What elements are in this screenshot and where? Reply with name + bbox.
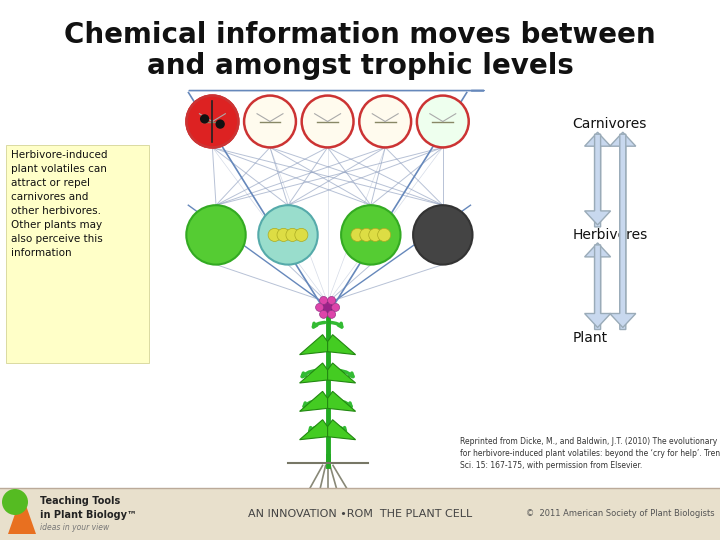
Circle shape [186,96,238,147]
Text: ideas in your view: ideas in your view [40,523,109,532]
Polygon shape [585,243,611,329]
Text: in Plant Biology™: in Plant Biology™ [40,510,137,520]
Polygon shape [585,245,611,327]
Circle shape [286,228,299,241]
Circle shape [359,96,411,147]
Polygon shape [328,392,356,411]
Text: Herbivores: Herbivores [572,228,648,242]
Circle shape [369,228,382,241]
Circle shape [2,489,28,515]
Polygon shape [610,132,636,329]
Polygon shape [610,134,636,327]
Text: Reprinted from Dicke, M., and Baldwin, J.T. (2010) The evolutionary context
for : Reprinted from Dicke, M., and Baldwin, J… [460,437,720,470]
Circle shape [268,228,282,241]
Polygon shape [328,363,356,383]
Circle shape [417,96,469,147]
Circle shape [360,228,373,241]
Bar [0,488,720,540]
Circle shape [186,205,246,265]
Polygon shape [585,132,611,227]
Circle shape [186,96,238,147]
Text: Plant: Plant [572,330,608,345]
Circle shape [315,303,323,312]
Polygon shape [300,335,328,355]
Bar [0,488,105,540]
Circle shape [351,228,364,241]
Circle shape [215,119,225,129]
Circle shape [320,296,328,305]
Polygon shape [328,335,356,355]
Text: Carnivores: Carnivores [572,117,647,131]
Circle shape [323,302,333,313]
Polygon shape [300,363,328,383]
Polygon shape [8,494,36,534]
Polygon shape [300,392,328,411]
Polygon shape [300,420,328,440]
Circle shape [294,228,308,241]
Circle shape [302,96,354,147]
Circle shape [258,205,318,265]
Circle shape [328,310,336,318]
Text: AN INNOVATION •ROM  THE PLANT CELL: AN INNOVATION •ROM THE PLANT CELL [248,509,472,519]
Text: Teaching Tools: Teaching Tools [40,496,120,506]
Circle shape [341,205,400,265]
Circle shape [332,303,340,312]
Circle shape [328,296,336,305]
Circle shape [377,228,391,241]
Polygon shape [328,420,356,440]
Circle shape [244,96,296,147]
Text: ©  2011 American Society of Plant Biologists: © 2011 American Society of Plant Biologi… [526,510,715,518]
Circle shape [320,310,328,318]
Circle shape [277,228,290,241]
Circle shape [200,114,210,124]
FancyBboxPatch shape [6,145,148,363]
Polygon shape [585,134,611,225]
Text: and amongst trophic levels: and amongst trophic levels [147,52,573,80]
Circle shape [413,205,472,265]
Text: Chemical information moves between: Chemical information moves between [64,21,656,49]
Text: Herbivore-induced
plant volatiles can
attract or repel
carnivores and
other herb: Herbivore-induced plant volatiles can at… [12,150,108,258]
